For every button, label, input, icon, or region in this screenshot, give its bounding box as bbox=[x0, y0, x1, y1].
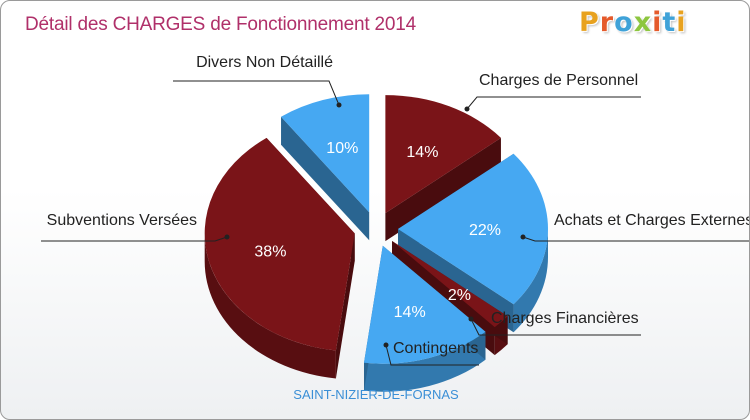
slice-percent-label: 38% bbox=[254, 243, 286, 260]
pie-slice bbox=[398, 153, 548, 305]
slice-side bbox=[363, 331, 486, 392]
slice-percent-label: 14% bbox=[406, 144, 438, 161]
slice-wall bbox=[281, 116, 370, 241]
leader-line bbox=[470, 318, 641, 336]
slice-percent-label: 22% bbox=[469, 222, 501, 239]
slice-wall bbox=[335, 233, 355, 379]
slice-category-label: Contingents bbox=[393, 340, 478, 357]
slice-category-label: Subventions Versées bbox=[47, 212, 197, 229]
chart-title: Détail des CHARGES de Fonctionnement 201… bbox=[25, 14, 417, 35]
leader-dot bbox=[468, 316, 474, 322]
leader-line bbox=[522, 236, 749, 242]
pie-slice bbox=[392, 241, 508, 328]
leader-dot bbox=[520, 234, 526, 240]
leader-dot bbox=[224, 234, 230, 240]
commune-name: SAINT-NIZIER-DE-FORNAS bbox=[293, 387, 459, 402]
leader-line bbox=[41, 236, 228, 242]
leader-dot bbox=[464, 106, 470, 112]
proxiti-logo: Proxiti bbox=[579, 7, 687, 38]
slice-category-label: Charges Financières bbox=[491, 310, 639, 327]
leader-line bbox=[466, 96, 641, 110]
slice-percent-label: 10% bbox=[326, 140, 358, 157]
logo-letter: i bbox=[676, 7, 687, 38]
logo-letter: r bbox=[599, 7, 615, 38]
leader-line bbox=[173, 80, 340, 106]
slice-percent-label: 14% bbox=[394, 304, 426, 321]
slice-category-label: Divers Non Détaillé bbox=[196, 54, 333, 71]
logo-letter: i bbox=[652, 7, 663, 38]
leader-dot bbox=[336, 102, 342, 108]
pie-slice bbox=[204, 137, 355, 351]
slice-percent-label: 2% bbox=[448, 287, 471, 304]
leader-dot bbox=[383, 342, 389, 348]
slice-category-label: Achats et Charges Externes bbox=[554, 212, 750, 229]
slice-side bbox=[513, 229, 548, 333]
logo-letter: t bbox=[662, 7, 677, 38]
logo-letter: o bbox=[614, 7, 634, 38]
slice-category-label: Charges de Personnel bbox=[479, 72, 638, 89]
slice-wall bbox=[385, 137, 501, 242]
pie-tops bbox=[204, 94, 548, 364]
logo-letter: P bbox=[579, 7, 600, 38]
slice-side bbox=[204, 233, 336, 379]
logo-letter: x bbox=[633, 7, 653, 38]
pie-slice bbox=[363, 245, 486, 364]
leader-line bbox=[385, 344, 479, 366]
pie-slice bbox=[281, 94, 370, 213]
pie-slice bbox=[385, 95, 501, 214]
